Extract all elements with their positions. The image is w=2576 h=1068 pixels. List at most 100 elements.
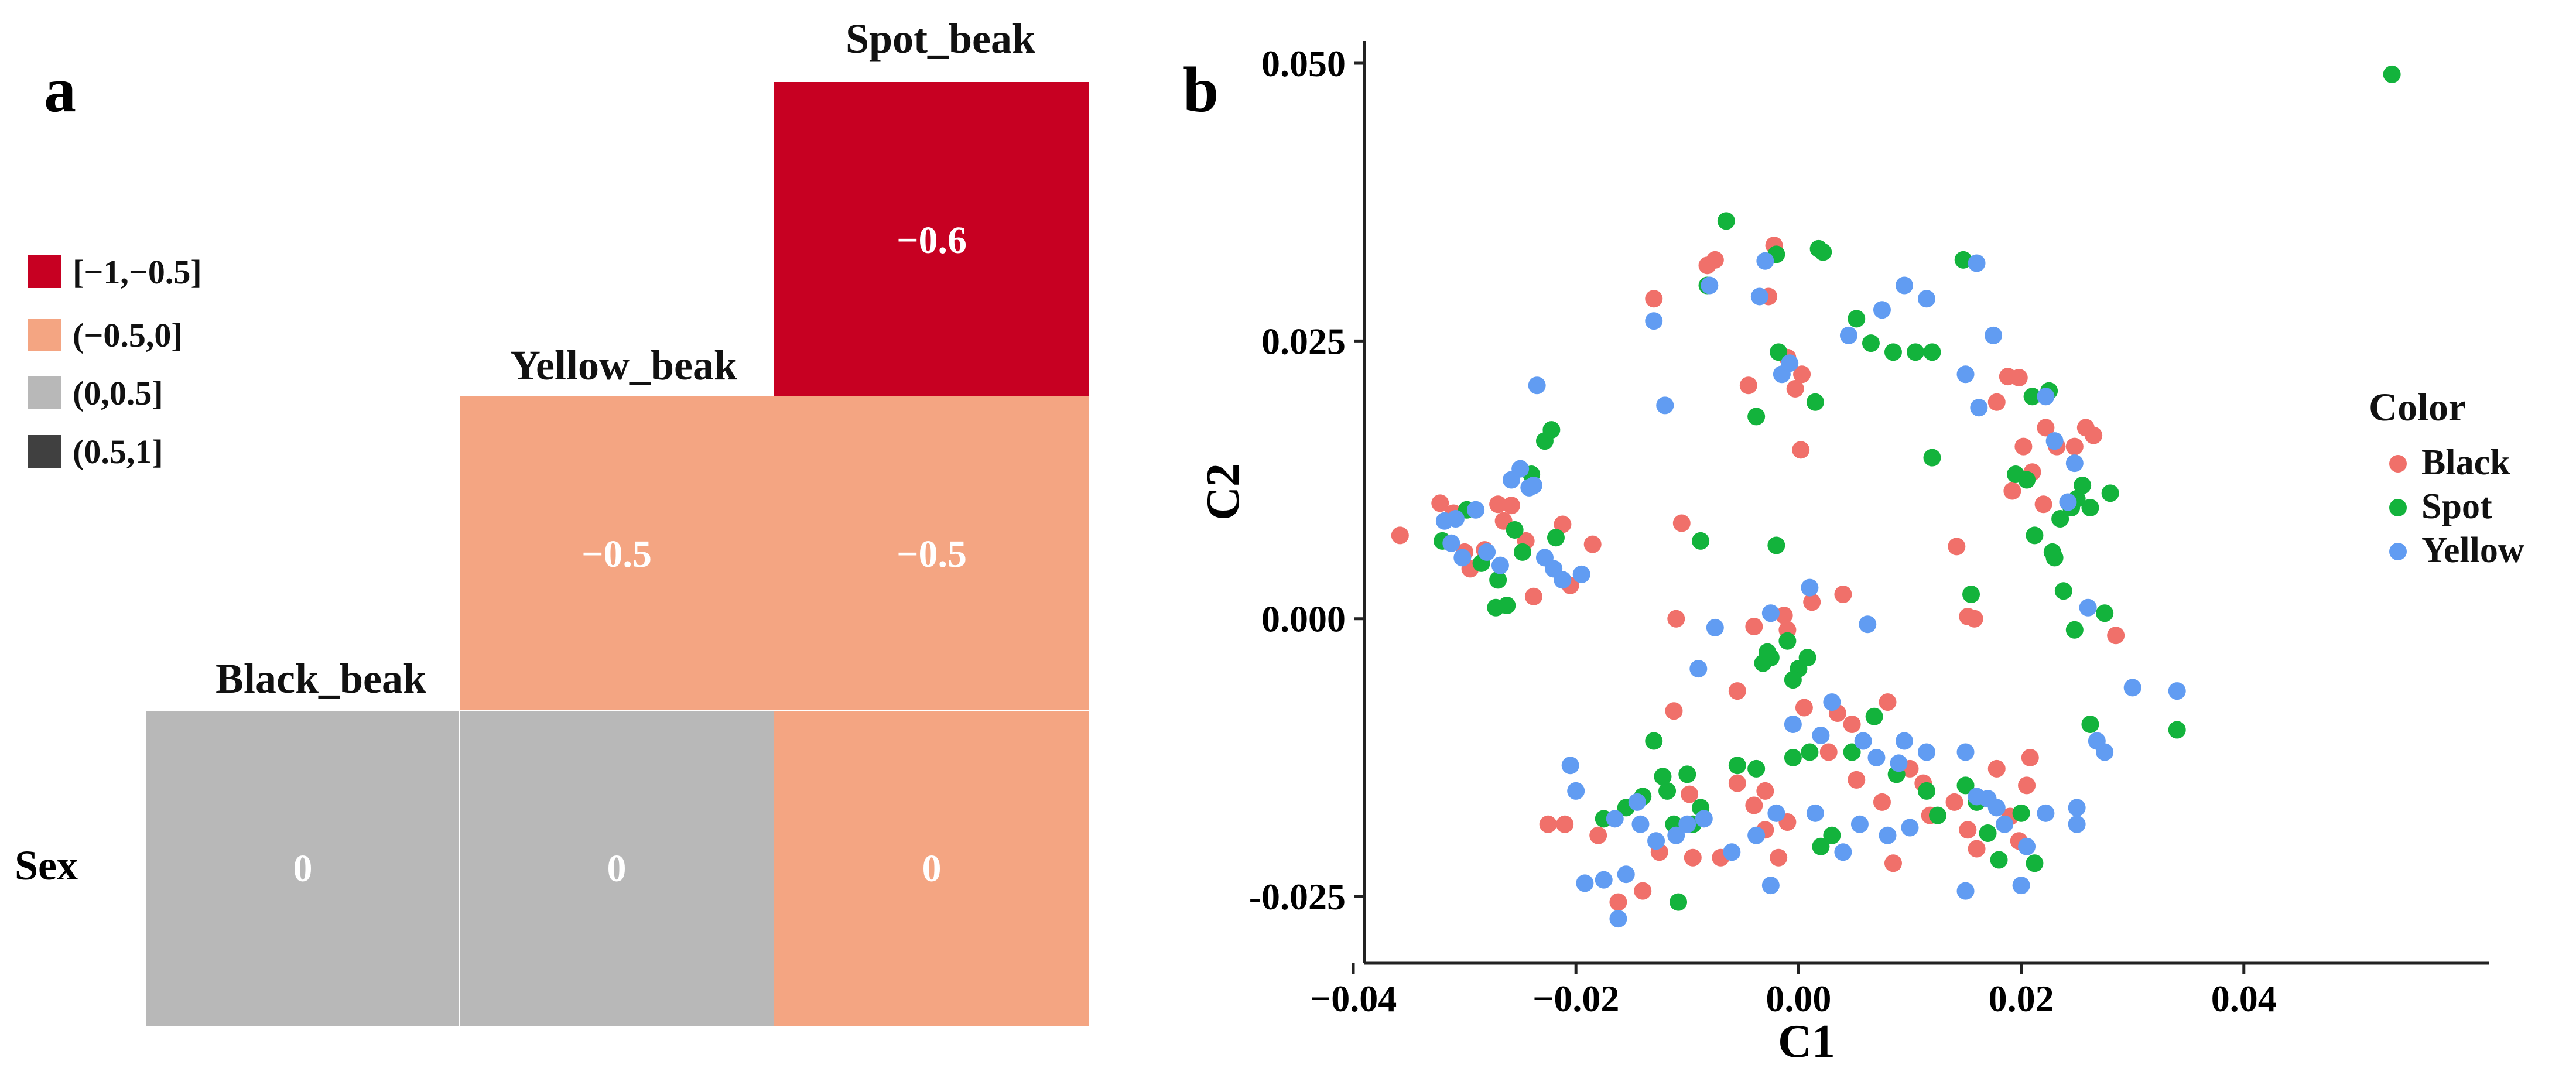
legend-swatch-strong-pos bbox=[28, 435, 61, 468]
point-black bbox=[2085, 426, 2103, 444]
point-spot bbox=[1979, 824, 1997, 842]
point-black bbox=[1793, 365, 1811, 384]
point-black bbox=[1609, 893, 1627, 911]
legend-label-yellow: Yellow bbox=[2421, 530, 2524, 570]
point-black bbox=[1770, 848, 1788, 867]
point-spot bbox=[1761, 649, 1780, 667]
panel-b: b -0.025 0.000 0.025 0.050 −0.04 −0.02 0.00 0.… bbox=[1183, 41, 2524, 1067]
point-black bbox=[1843, 716, 1861, 734]
point-yellow bbox=[1901, 819, 1919, 837]
point-spot bbox=[1990, 851, 2008, 869]
point-yellow bbox=[1511, 460, 1530, 478]
point-black bbox=[1745, 618, 1763, 636]
scatter-axes bbox=[1363, 41, 2489, 965]
point-black bbox=[1792, 441, 1810, 459]
point-yellow bbox=[1823, 693, 1841, 711]
point-spot bbox=[2043, 543, 2061, 561]
point-yellow bbox=[1867, 748, 1886, 766]
point-spot bbox=[1747, 408, 1766, 426]
point-yellow bbox=[1442, 534, 1460, 552]
point-spot bbox=[2051, 509, 2069, 528]
point-spot bbox=[1812, 837, 1830, 855]
point-spot bbox=[1954, 251, 1972, 269]
point-black bbox=[1968, 840, 1986, 858]
point-yellow bbox=[1446, 509, 1465, 528]
point-yellow bbox=[1656, 396, 1674, 415]
cell-label-sex-yellow: 0 bbox=[607, 847, 627, 890]
point-black bbox=[2014, 437, 2033, 456]
point-yellow bbox=[1767, 804, 1785, 822]
point-spot bbox=[1798, 649, 1816, 667]
point-yellow bbox=[1723, 843, 1741, 861]
point-yellow bbox=[2045, 432, 2064, 450]
point-spot bbox=[1848, 310, 1866, 328]
point-spot bbox=[1778, 632, 1797, 650]
point-spot bbox=[1547, 529, 1565, 547]
cell-label-spot-spot: −0.6 bbox=[897, 219, 967, 262]
point-spot bbox=[1956, 776, 1975, 795]
point-yellow bbox=[1645, 312, 1663, 330]
legend-dot-spot bbox=[2389, 499, 2407, 516]
point-yellow bbox=[1554, 571, 1572, 589]
point-spot bbox=[2007, 465, 2025, 484]
point-black bbox=[1945, 793, 1963, 811]
cell-sex-spot bbox=[774, 711, 1089, 1026]
point-black bbox=[1672, 514, 1691, 532]
legend-swatch-strong-neg bbox=[28, 255, 61, 288]
point-yellow bbox=[1761, 604, 1780, 622]
point-black bbox=[2034, 495, 2052, 514]
point-spot bbox=[1865, 707, 1883, 725]
point-spot bbox=[1929, 806, 1947, 824]
point-yellow bbox=[1606, 810, 1624, 828]
point-spot bbox=[1678, 765, 1696, 783]
cell-yellow-spot bbox=[774, 396, 1089, 710]
point-spot bbox=[2054, 582, 2072, 600]
heatmap-legend: [−1,−0.5] (−0.5,0] (0,0.5] (0.5,1] bbox=[28, 253, 202, 471]
point-yellow bbox=[1478, 543, 1496, 561]
point-black bbox=[1739, 376, 1757, 395]
point-spot bbox=[1923, 449, 1941, 467]
point-black bbox=[1645, 290, 1663, 308]
cell-label-sex-spot: 0 bbox=[922, 847, 942, 890]
x-axis-ticks: −0.04 −0.02 0.00 0.02 0.04 bbox=[1310, 963, 2277, 1019]
point-yellow bbox=[2096, 743, 2114, 761]
point-spot bbox=[2383, 65, 2401, 83]
point-spot bbox=[2026, 526, 2044, 545]
point-yellow bbox=[1956, 365, 1975, 384]
point-black bbox=[1634, 882, 1652, 900]
point-yellow bbox=[1890, 754, 1908, 772]
panel-b-label: b bbox=[1183, 54, 1219, 125]
point-black bbox=[1502, 497, 1520, 515]
point-spot bbox=[1692, 532, 1710, 550]
y-tick-label: 0.025 bbox=[1261, 320, 1346, 362]
point-black bbox=[1834, 586, 1852, 603]
point-black bbox=[1884, 854, 1902, 872]
y-axis-title: C2 bbox=[1198, 463, 1249, 521]
point-spot bbox=[2168, 721, 2186, 739]
point-yellow bbox=[1747, 826, 1766, 844]
legend-dot-yellow bbox=[2389, 543, 2407, 560]
scatter-legend: Color Black Spot Yellow bbox=[2369, 385, 2524, 570]
point-yellow bbox=[1859, 615, 1877, 634]
point-spot bbox=[2074, 477, 2092, 495]
cell-spot-spot bbox=[774, 82, 1089, 396]
point-spot bbox=[1823, 826, 1841, 844]
point-yellow bbox=[1781, 354, 1799, 372]
point-spot bbox=[1513, 543, 1531, 561]
heatmap-cell-labels: −0.6 −0.5 −0.5 0 0 0 bbox=[293, 219, 967, 890]
point-spot bbox=[1814, 243, 1832, 261]
point-spot bbox=[1770, 343, 1788, 361]
point-yellow bbox=[1628, 793, 1646, 811]
point-yellow bbox=[1985, 326, 2003, 344]
point-yellow bbox=[1895, 732, 1913, 750]
point-yellow bbox=[2012, 877, 2030, 895]
point-spot bbox=[1717, 212, 1735, 230]
heatmap-column-labels: Spot_beak Yellow_beak Black_beak bbox=[215, 15, 1035, 702]
point-yellow bbox=[2059, 493, 2077, 511]
point-black bbox=[1987, 393, 2006, 411]
point-spot bbox=[1784, 671, 1802, 689]
point-yellow bbox=[1453, 549, 1472, 567]
point-spot bbox=[1747, 759, 1766, 778]
point-yellow bbox=[1631, 815, 1650, 833]
point-black bbox=[1965, 610, 1983, 628]
